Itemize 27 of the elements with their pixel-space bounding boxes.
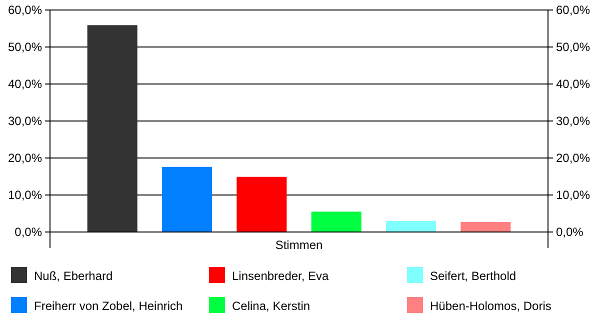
bar: [162, 166, 212, 232]
text: 10,0%: [556, 188, 590, 202]
text: 60,0%: [556, 2, 590, 17]
text: 40,0%: [556, 76, 590, 91]
legend-label: Freiherr von Zobel, Heinrich: [34, 299, 183, 313]
bar: [460, 222, 511, 232]
text: 30,0%: [556, 114, 590, 128]
y-tick-label: 0,0%: [14, 224, 42, 239]
y-tick-label: 40,0%: [8, 76, 42, 91]
legend-label: Linsenbreder, Eva: [232, 269, 330, 283]
bar: [311, 212, 362, 232]
text: 0,0%: [556, 224, 584, 239]
bar: [87, 25, 138, 232]
y-tick-label: 10,0%: [8, 188, 42, 202]
y-tick-label: 20,0%: [8, 150, 42, 165]
legend-label: Hüben-Holomos, Doris: [430, 299, 552, 313]
legend-label: Seifert, Berthold: [430, 269, 516, 283]
legend-label: Nuß, Eberhard: [34, 269, 113, 283]
y-tick-label: 30,0%: [8, 114, 42, 128]
x-tick-label: Stimmen: [275, 238, 323, 252]
bar: [386, 220, 436, 232]
y-tick-label: 60,0%: [8, 2, 42, 17]
y-tick-label: 50,0%: [8, 40, 42, 54]
bar: [236, 176, 287, 232]
legend-label: Celina, Kerstin: [232, 299, 310, 313]
text: 50,0%: [556, 40, 590, 54]
text: 20,0%: [556, 150, 590, 165]
